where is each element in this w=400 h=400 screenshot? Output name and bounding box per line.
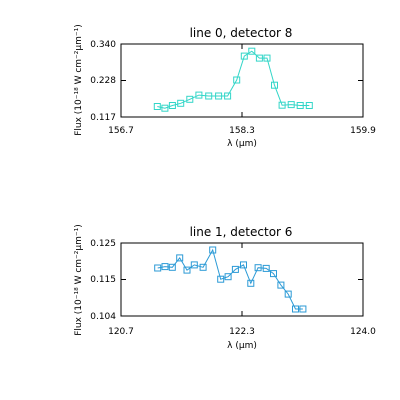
data-point (190, 261, 198, 269)
data-point (205, 92, 213, 100)
data-point (217, 275, 225, 283)
data-point (240, 52, 248, 60)
data-point (248, 47, 256, 55)
data-point (287, 101, 295, 109)
data-point (296, 102, 304, 109)
data-point (305, 102, 313, 109)
data-point (284, 290, 292, 298)
series-line (157, 248, 303, 310)
data-point (224, 273, 232, 281)
data-point (168, 102, 176, 109)
x-tick-label: 120.7 (108, 327, 134, 337)
data-point (183, 266, 191, 274)
chart-title-0: line 0, detector 8 (190, 26, 293, 40)
chart-panel-1: line 1, detector 6 120.7 122.3 124.0 0.1… (74, 224, 376, 351)
data-point (176, 254, 184, 262)
x-tick-label: 122.3 (229, 327, 255, 337)
y-axis-label-1: Flux (10⁻¹⁸ W cm⁻²μm⁻¹) (74, 224, 84, 336)
data-point (271, 81, 278, 89)
x-axis-label-1: λ (μm) (227, 341, 257, 351)
y-axis-label-0: Flux (10⁻¹⁸ W cm⁻²μm⁻¹) (74, 24, 84, 136)
data-point (154, 264, 162, 272)
data-point (299, 305, 307, 313)
data-point (153, 103, 161, 110)
data-point (277, 281, 285, 289)
x-tick-label: 158.3 (229, 126, 255, 136)
data-point (168, 263, 176, 271)
x-tick-label: 156.7 (108, 126, 134, 136)
data-point (224, 92, 232, 100)
series-0 (153, 47, 313, 112)
data-point (231, 265, 239, 273)
data-point (270, 270, 277, 278)
data-point (278, 101, 286, 109)
y-tick-label: 0.340 (90, 40, 116, 50)
data-point (186, 95, 194, 103)
data-point (161, 263, 169, 271)
y-tick-label: 0.125 (90, 239, 116, 249)
x-tick-label: 159.9 (350, 126, 376, 136)
y-tick-label: 0.115 (90, 275, 116, 285)
data-point (177, 99, 185, 107)
plot-frame-0 (120, 43, 364, 118)
data-point (254, 264, 262, 272)
data-point (195, 91, 203, 99)
y-tick-label: 0.117 (90, 113, 116, 123)
chart-title-1: line 1, detector 6 (190, 225, 293, 239)
chart-panel-0: line 0, detector 8 156.7 158.3 159.9 0.3… (74, 24, 376, 149)
series-line (157, 50, 310, 109)
data-point (209, 246, 217, 254)
data-point (262, 264, 270, 272)
data-point (247, 279, 255, 287)
x-axis-label-0: λ (μm) (227, 139, 257, 149)
data-point (240, 261, 247, 269)
data-point (233, 76, 241, 84)
y-tick-label: 0.228 (90, 76, 116, 86)
data-point (292, 305, 299, 313)
plot-frame-1 (120, 242, 364, 317)
data-point (199, 263, 207, 271)
data-point (263, 54, 271, 62)
x-tick-label: 124.0 (350, 327, 376, 337)
series-1 (154, 246, 307, 313)
y-tick-label: 0.104 (90, 312, 116, 322)
data-point (215, 92, 223, 100)
data-point (161, 104, 169, 112)
data-point (255, 54, 263, 62)
